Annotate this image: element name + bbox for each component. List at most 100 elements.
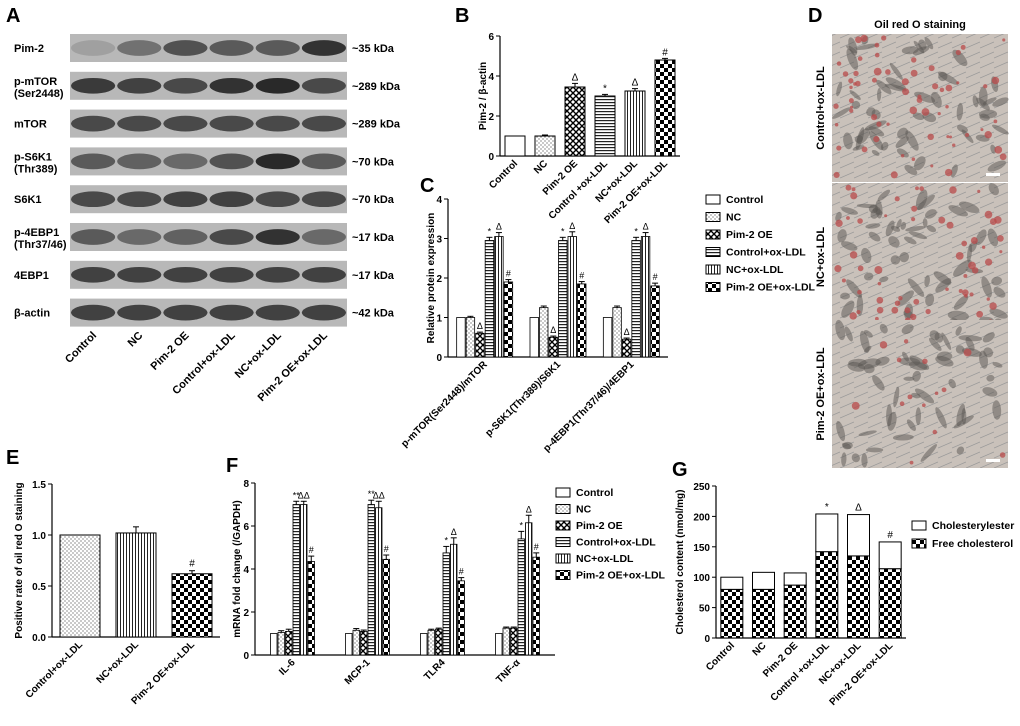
cell-shape <box>988 183 999 196</box>
significance-mark: Δ <box>855 503 862 514</box>
x-tick-label: IL-6 <box>277 657 298 678</box>
lipid-droplet <box>894 196 900 202</box>
cell-shape <box>842 441 853 450</box>
cell-shape <box>863 272 874 281</box>
cell-shape <box>935 407 947 429</box>
cell-shape <box>982 97 997 105</box>
x-tick-label: NC <box>532 158 550 176</box>
lipid-droplet <box>848 98 854 104</box>
x-tick-label: Pim-2 OE+ox-LDL <box>828 640 896 708</box>
blot-row: p-mTOR(Ser2448) ~289 kDa <box>14 71 401 100</box>
cell-shape <box>841 207 858 215</box>
cell-shape <box>901 324 914 335</box>
bar <box>456 317 466 358</box>
cell-shape <box>965 337 975 351</box>
lipid-droplet <box>997 235 1004 242</box>
blot-size-label: ~70 kDa <box>352 194 395 206</box>
lipid-droplet <box>938 216 946 224</box>
cell-shape <box>904 164 918 176</box>
lipid-droplet <box>849 85 853 90</box>
blot-band <box>71 229 116 245</box>
blot-band <box>117 266 162 283</box>
significance-mark: * <box>488 226 492 236</box>
y-axis-title: Relative protein expression <box>426 213 437 344</box>
lipid-droplet <box>907 394 913 400</box>
lipid-droplet <box>921 108 930 116</box>
cell-shape <box>990 144 996 154</box>
stacked-bar-segment <box>878 541 902 570</box>
stacked-bar-segment <box>752 588 775 639</box>
lipid-droplet <box>944 168 953 177</box>
lipid-droplet <box>904 307 911 314</box>
cell-shape <box>959 201 980 213</box>
x-tick-label: NC <box>751 640 769 658</box>
cell-shape <box>877 189 891 202</box>
blot-band <box>209 304 254 321</box>
lipid-droplet <box>915 186 919 191</box>
blot-band <box>209 115 254 132</box>
lipid-droplet <box>877 281 882 286</box>
cell-shape <box>948 378 956 389</box>
lipid-droplet <box>909 106 918 115</box>
blot-strip <box>70 147 347 176</box>
lipid-droplet <box>970 237 978 244</box>
cell-shape <box>900 221 907 230</box>
cell-shape <box>875 200 883 219</box>
lipid-droplet <box>899 401 905 407</box>
blot-strip <box>70 185 347 214</box>
lipid-droplet <box>985 258 993 266</box>
bar <box>631 240 641 358</box>
bar <box>475 332 485 358</box>
lipid-droplet <box>842 71 849 77</box>
significance-mark: ΔΔ <box>373 490 385 500</box>
cell-shape <box>987 160 1006 172</box>
lipid-droplet <box>971 267 979 274</box>
blot-band <box>117 229 162 245</box>
lipid-droplet <box>919 186 925 191</box>
y-axis-title: mRNA fold change (/GAPDH) <box>232 500 243 637</box>
blot-row: β-actin ~42 kDa <box>14 298 395 327</box>
y-tick-label: 2 <box>488 112 494 123</box>
stacked-bar-segment <box>878 568 902 639</box>
legend-swatch <box>705 194 721 205</box>
lipid-droplet <box>991 76 1000 85</box>
legend-label: Control <box>726 194 763 206</box>
cell-shape <box>982 387 998 397</box>
lipid-droplet <box>911 205 918 212</box>
cell-shape <box>975 229 987 246</box>
blot-size-label: ~70 kDa <box>352 156 395 168</box>
legend-swatch <box>911 520 927 531</box>
bar <box>171 573 213 638</box>
lipid-droplet <box>994 145 1003 154</box>
cell-shape <box>956 403 966 427</box>
cell-shape <box>844 326 853 342</box>
legend-swatch <box>705 247 721 257</box>
cell-shape <box>902 351 909 362</box>
cell-shape <box>906 419 916 431</box>
cell-shape <box>899 252 910 263</box>
legend-label: Control+ox-LDL <box>726 247 806 259</box>
lipid-droplet <box>939 87 945 93</box>
y-tick-label: 200 <box>693 512 710 523</box>
cell-shape <box>888 236 900 248</box>
lipid-droplet <box>860 34 868 43</box>
oil-red-title: Oil red O staining <box>874 19 966 31</box>
lipid-droplet <box>916 97 923 103</box>
blot-row: S6K1 ~70 kDa <box>14 185 395 214</box>
lipid-droplet <box>879 341 888 349</box>
blot-row-label: p-S6K1 <box>14 151 52 163</box>
blot-size-label: ~289 kDa <box>352 81 401 93</box>
lipid-droplet <box>993 119 998 124</box>
lipid-droplet <box>949 186 957 194</box>
lipid-droplet <box>922 403 926 408</box>
lipid-droplet <box>849 105 854 109</box>
significance-mark: # <box>459 567 464 577</box>
significance-mark: # <box>189 559 195 570</box>
blot-band <box>301 191 346 208</box>
lipid-droplet <box>964 293 968 298</box>
legend-label: Pim-2 OE+ox-LDL <box>576 570 666 582</box>
blot-strip <box>70 71 347 100</box>
bar <box>345 633 353 656</box>
lipid-droplet <box>961 240 968 247</box>
